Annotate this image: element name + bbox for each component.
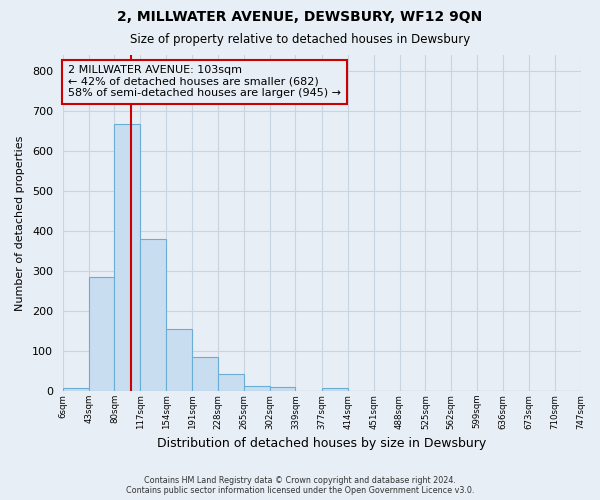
Bar [218, 374, 244, 391]
Bar [63, 388, 89, 391]
Bar [269, 387, 295, 391]
Y-axis label: Number of detached properties: Number of detached properties [15, 136, 25, 310]
Text: Size of property relative to detached houses in Dewsbury: Size of property relative to detached ho… [130, 32, 470, 46]
Bar [322, 388, 348, 391]
Bar [115, 124, 140, 391]
Bar [192, 356, 218, 391]
Bar [140, 239, 166, 391]
Bar [166, 329, 192, 391]
Text: 2 MILLWATER AVENUE: 103sqm
← 42% of detached houses are smaller (682)
58% of sem: 2 MILLWATER AVENUE: 103sqm ← 42% of deta… [68, 65, 341, 98]
X-axis label: Distribution of detached houses by size in Dewsbury: Distribution of detached houses by size … [157, 437, 486, 450]
Bar [89, 277, 115, 391]
Text: Contains HM Land Registry data © Crown copyright and database right 2024.
Contai: Contains HM Land Registry data © Crown c… [126, 476, 474, 495]
Text: 2, MILLWATER AVENUE, DEWSBURY, WF12 9QN: 2, MILLWATER AVENUE, DEWSBURY, WF12 9QN [118, 10, 482, 24]
Bar [244, 386, 269, 391]
